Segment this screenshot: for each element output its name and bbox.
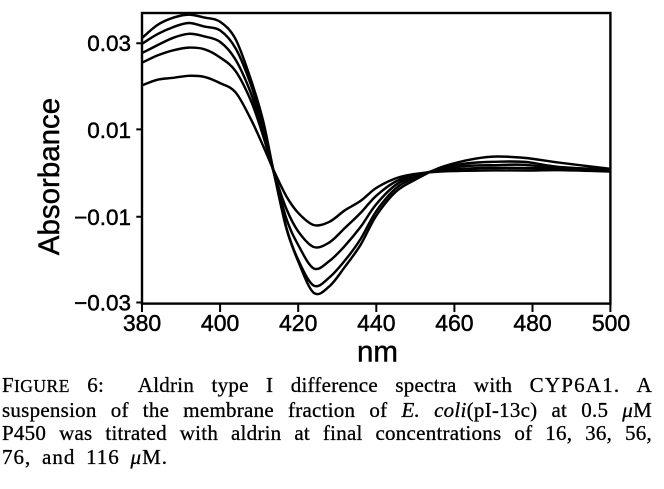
- svg-text:440: 440: [357, 310, 395, 336]
- svg-text:400: 400: [201, 310, 239, 336]
- svg-text:Absorbance: Absorbance: [33, 98, 66, 255]
- svg-text:480: 480: [513, 310, 551, 336]
- svg-text:460: 460: [435, 310, 473, 336]
- svg-text:500: 500: [592, 310, 630, 336]
- svg-text:−0.03: −0.03: [74, 291, 131, 316]
- svg-text:0.03: 0.03: [87, 31, 131, 56]
- svg-text:−0.01: −0.01: [74, 205, 131, 230]
- svg-text:nm: nm: [357, 336, 398, 369]
- svg-text:0.01: 0.01: [87, 118, 131, 143]
- svg-text:380: 380: [123, 310, 161, 336]
- svg-text:420: 420: [279, 310, 317, 336]
